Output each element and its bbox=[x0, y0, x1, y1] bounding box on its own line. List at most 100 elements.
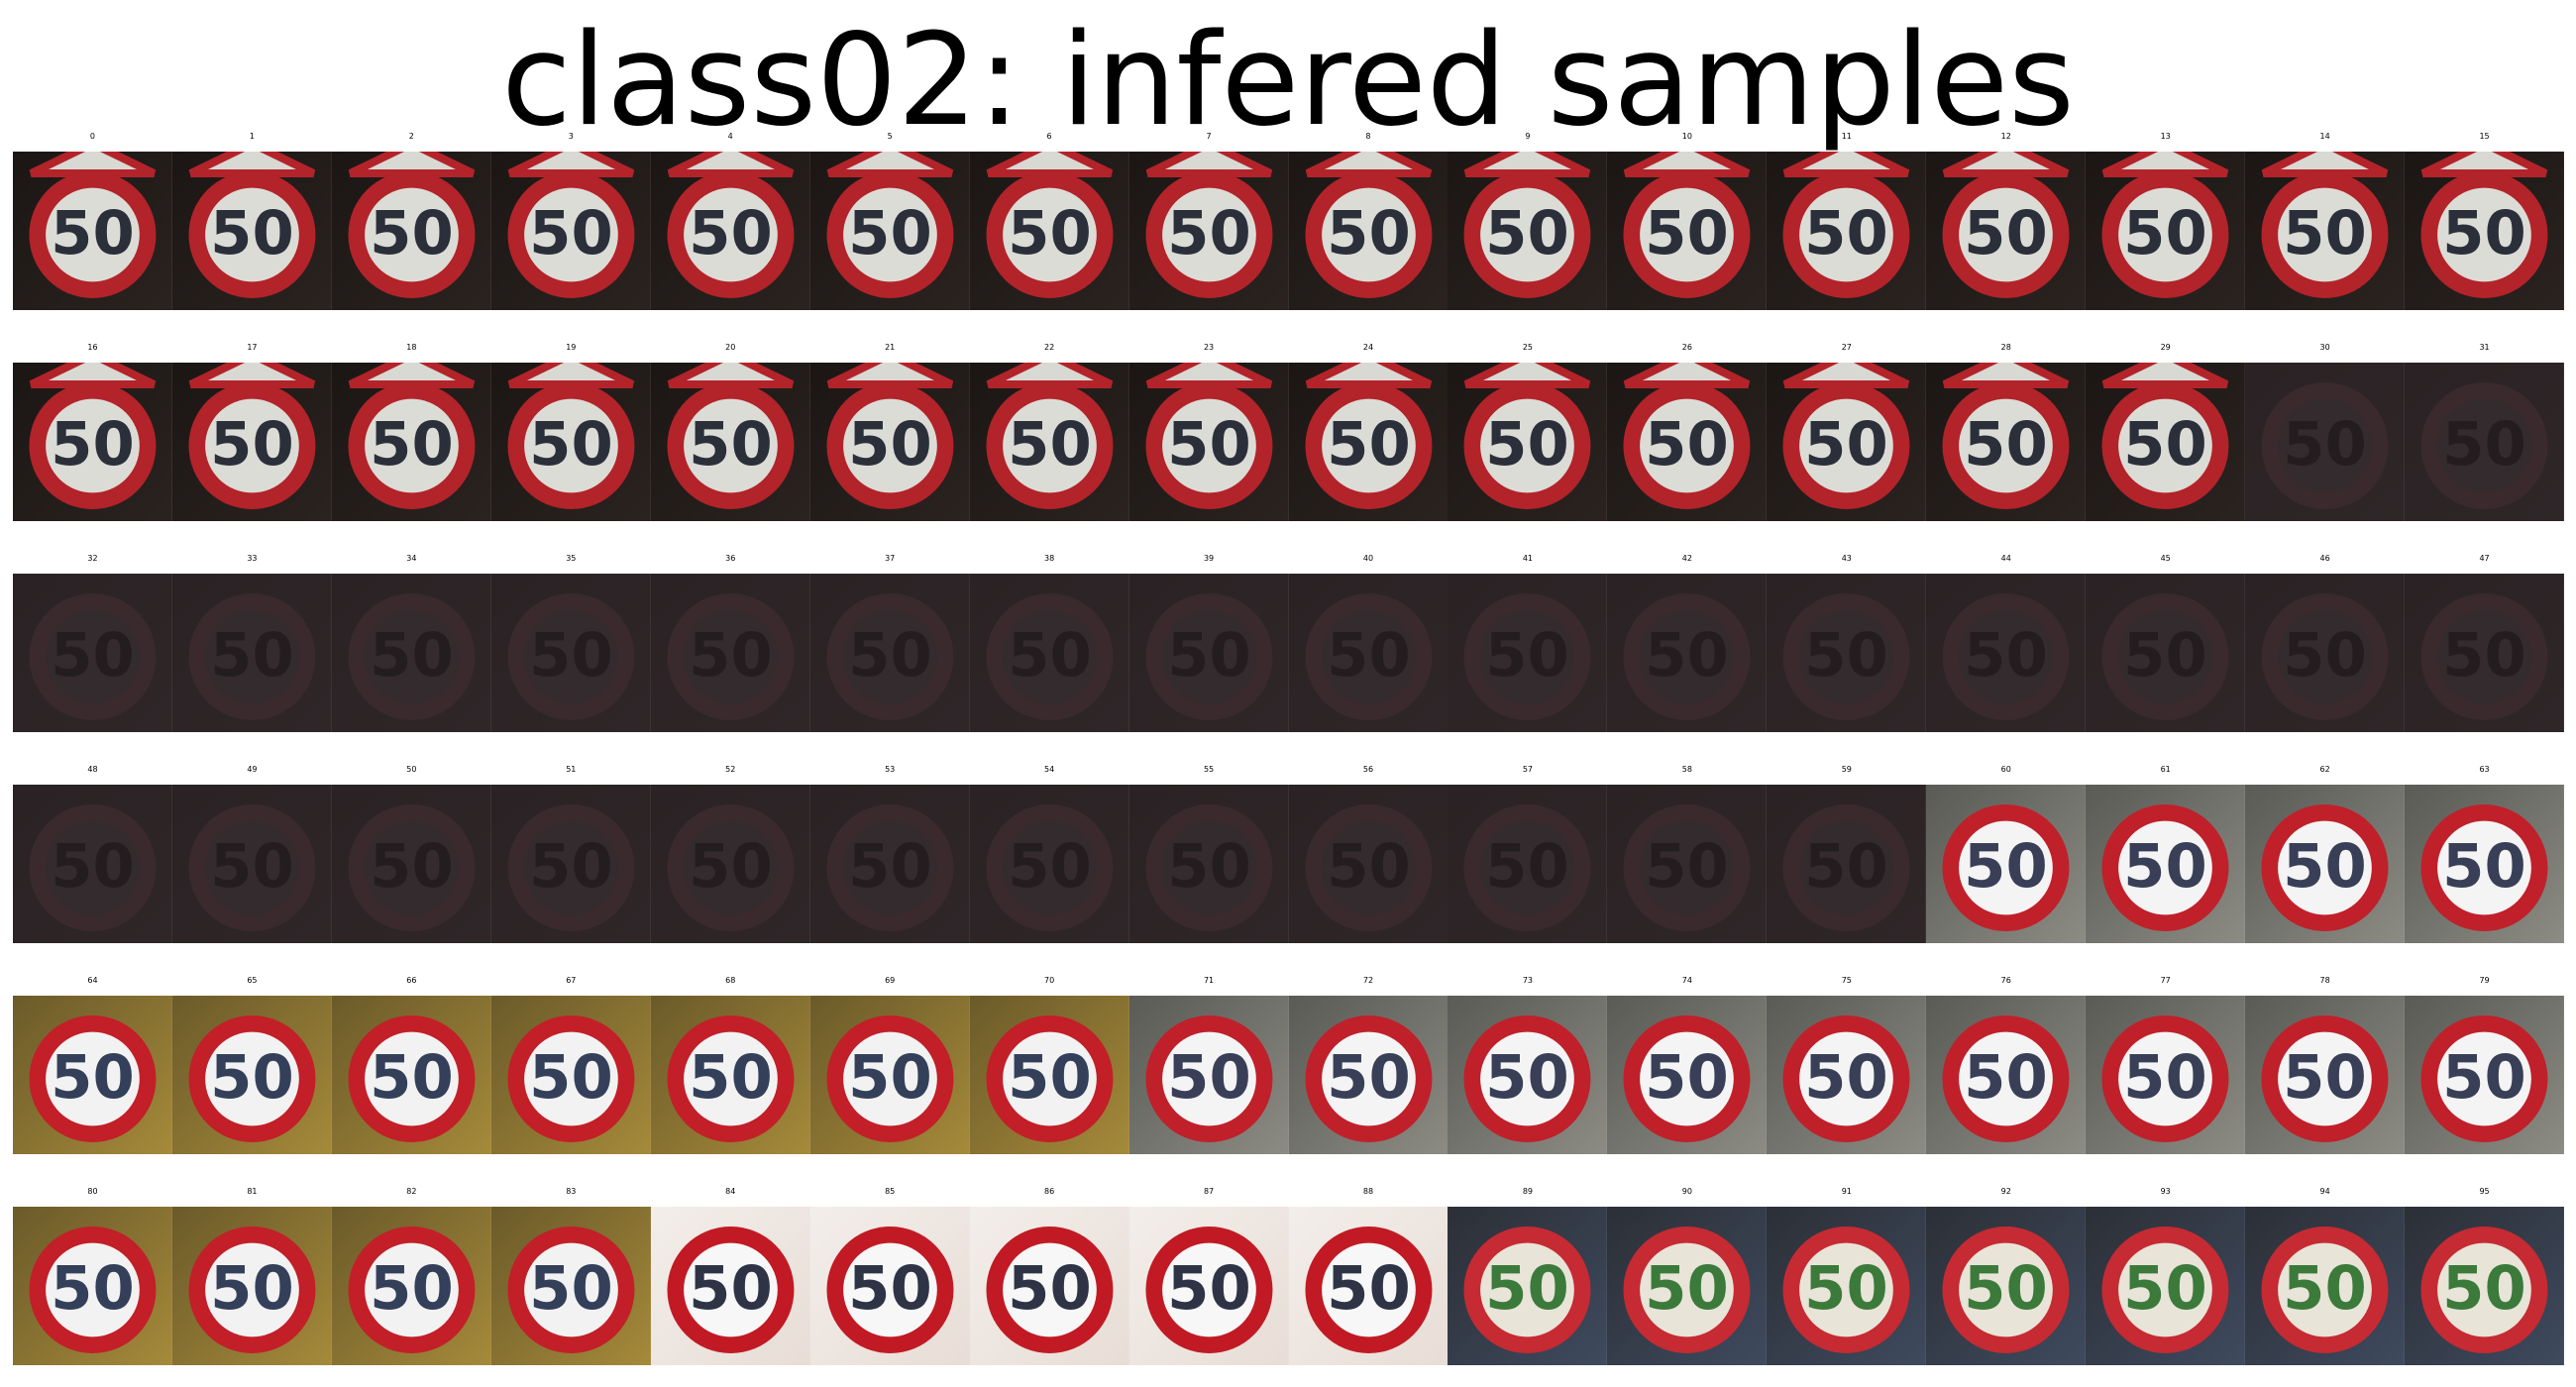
sign-speed-text: 50 bbox=[2283, 199, 2367, 268]
sample-index-label: 60 bbox=[1926, 765, 2086, 779]
sign-speed-text: 50 bbox=[1964, 621, 2048, 691]
sample-image: 50 bbox=[172, 152, 332, 310]
sample-index-label: 89 bbox=[1448, 1187, 1607, 1201]
sample-cell: 93 50 bbox=[2086, 1187, 2245, 1365]
sample-image: 50 bbox=[491, 152, 651, 310]
sample-index-label: 30 bbox=[2245, 343, 2405, 357]
speed-limit-sign-image: 50 bbox=[1926, 996, 2086, 1154]
sample-index-label: 74 bbox=[1607, 976, 1767, 990]
sign-speed-text: 50 bbox=[689, 832, 773, 902]
sign-speed-text: 50 bbox=[529, 621, 613, 691]
sample-cell: 57 50 bbox=[1448, 765, 1607, 943]
speed-limit-sign-image: 50 bbox=[2405, 785, 2564, 943]
sample-image: 50 bbox=[2086, 574, 2245, 732]
sign-speed-text: 50 bbox=[2442, 621, 2526, 691]
sample-cell: 14 50 bbox=[2245, 132, 2405, 310]
sign-speed-text: 50 bbox=[2442, 410, 2526, 480]
sign-speed-text: 50 bbox=[1327, 621, 1411, 691]
sample-cell: 83 50 bbox=[491, 1187, 651, 1365]
sign-speed-text: 50 bbox=[1646, 832, 1730, 902]
sample-index-label: 95 bbox=[2405, 1187, 2564, 1201]
sample-index-label: 42 bbox=[1607, 554, 1767, 568]
sample-image: 50 bbox=[172, 574, 332, 732]
sign-speed-text: 50 bbox=[1964, 1043, 2048, 1113]
sign-speed-text: 50 bbox=[1646, 621, 1730, 691]
sample-image: 50 bbox=[1129, 574, 1289, 732]
sample-index-label: 58 bbox=[1607, 765, 1767, 779]
sample-index-label: 67 bbox=[491, 976, 651, 990]
sample-index-label: 37 bbox=[810, 554, 970, 568]
sample-index-label: 79 bbox=[2405, 976, 2564, 990]
sample-index-label: 71 bbox=[1129, 976, 1289, 990]
sample-image: 50 bbox=[1767, 363, 1926, 521]
sample-index-label: 38 bbox=[970, 554, 1129, 568]
speed-limit-sign-image: 50 bbox=[1129, 363, 1289, 521]
sample-index-label: 86 bbox=[970, 1187, 1129, 1201]
sign-speed-text: 50 bbox=[1964, 410, 2048, 480]
sample-index-label: 64 bbox=[13, 976, 172, 990]
speed-limit-sign-image: 50 bbox=[1448, 785, 1607, 943]
sign-speed-text: 50 bbox=[2123, 410, 2207, 480]
speed-limit-sign-image: 50 bbox=[1926, 152, 2086, 310]
sample-index-label: 78 bbox=[2245, 976, 2405, 990]
speed-limit-sign-image: 50 bbox=[13, 152, 172, 310]
sample-cell: 55 50 bbox=[1129, 765, 1289, 943]
sample-index-label: 63 bbox=[2405, 765, 2564, 779]
sample-image: 50 bbox=[1607, 363, 1767, 521]
sample-cell: 1 50 bbox=[172, 132, 332, 310]
speed-limit-sign-image: 50 bbox=[2405, 574, 2564, 732]
sample-index-label: 21 bbox=[810, 343, 970, 357]
speed-limit-sign-image: 50 bbox=[1767, 574, 1926, 732]
sample-image: 50 bbox=[2086, 363, 2245, 521]
sample-image: 50 bbox=[1448, 996, 1607, 1154]
sample-image: 50 bbox=[810, 1207, 970, 1365]
sample-index-label: 34 bbox=[332, 554, 491, 568]
sample-index-label: 48 bbox=[13, 765, 172, 779]
sample-image: 50 bbox=[1289, 363, 1449, 521]
speed-limit-sign-image: 50 bbox=[1767, 1207, 1926, 1365]
sign-speed-text: 50 bbox=[2442, 1043, 2526, 1113]
sample-index-label: 12 bbox=[1926, 132, 2086, 146]
sample-cell: 20 50 bbox=[651, 343, 810, 521]
sample-image: 50 bbox=[2405, 363, 2564, 521]
sign-speed-text: 50 bbox=[51, 199, 135, 268]
sample-index-label: 90 bbox=[1607, 1187, 1767, 1201]
speed-limit-sign-image: 50 bbox=[1289, 152, 1449, 310]
sign-speed-text: 50 bbox=[2123, 621, 2207, 691]
speed-limit-sign-image: 50 bbox=[1289, 363, 1449, 521]
speed-limit-sign-image: 50 bbox=[332, 996, 491, 1154]
sample-image: 50 bbox=[332, 785, 491, 943]
speed-limit-sign-image: 50 bbox=[810, 574, 970, 732]
sample-cell: 28 50 bbox=[1926, 343, 2086, 521]
sample-image: 50 bbox=[970, 363, 1129, 521]
sample-image: 50 bbox=[2086, 785, 2245, 943]
speed-limit-sign-image: 50 bbox=[332, 574, 491, 732]
speed-limit-sign-image: 50 bbox=[2086, 152, 2245, 310]
sign-speed-text: 50 bbox=[370, 199, 454, 268]
sample-cell: 17 50 bbox=[172, 343, 332, 521]
sample-cell: 80 50 bbox=[13, 1187, 172, 1365]
speed-limit-sign-image: 50 bbox=[1129, 574, 1289, 732]
sign-speed-text: 50 bbox=[210, 410, 294, 480]
sample-image: 50 bbox=[1926, 996, 2086, 1154]
sample-image: 50 bbox=[651, 785, 810, 943]
sign-speed-text: 50 bbox=[689, 1043, 773, 1113]
sample-index-label: 83 bbox=[491, 1187, 651, 1201]
sample-index-label: 77 bbox=[2086, 976, 2245, 990]
sample-cell: 0 50 bbox=[13, 132, 172, 310]
sample-cell: 38 50 bbox=[970, 554, 1129, 732]
sample-image: 50 bbox=[1289, 1207, 1449, 1365]
sample-cell: 78 50 bbox=[2245, 976, 2405, 1154]
speed-limit-sign-image: 50 bbox=[13, 1207, 172, 1365]
speed-limit-sign-image: 50 bbox=[651, 1207, 810, 1365]
sample-image: 50 bbox=[2086, 1207, 2245, 1365]
speed-limit-sign-image: 50 bbox=[491, 152, 651, 310]
sign-speed-text: 50 bbox=[2283, 1043, 2367, 1113]
speed-limit-sign-image: 50 bbox=[2245, 785, 2405, 943]
sample-image: 50 bbox=[1607, 996, 1767, 1154]
sample-image: 50 bbox=[970, 574, 1129, 732]
sample-index-label: 10 bbox=[1607, 132, 1767, 146]
sample-image: 50 bbox=[1289, 785, 1449, 943]
sample-index-label: 5 bbox=[810, 132, 970, 146]
sign-speed-text: 50 bbox=[2283, 410, 2367, 480]
